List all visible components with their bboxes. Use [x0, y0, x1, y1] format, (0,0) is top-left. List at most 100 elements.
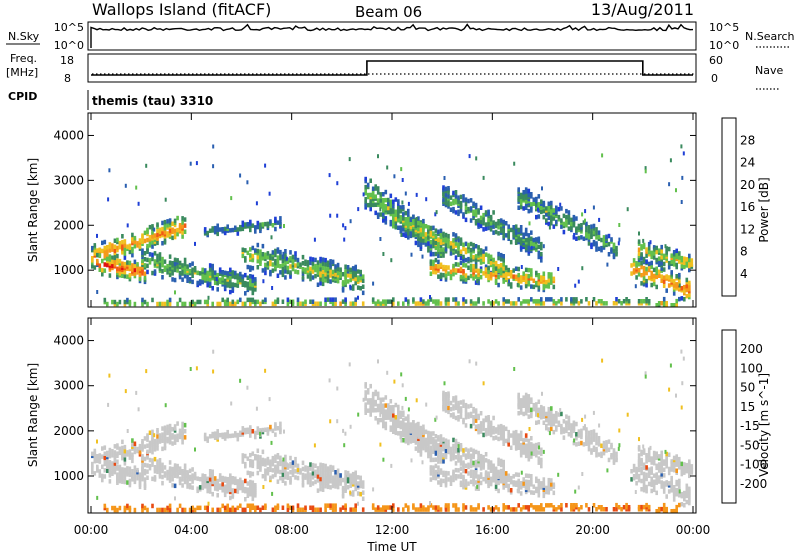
power-cell	[432, 259, 435, 265]
power-cell	[128, 260, 132, 266]
power-cell	[254, 277, 257, 282]
power-cell	[255, 201, 258, 206]
velocity-cell	[369, 383, 372, 389]
power-cell	[397, 218, 400, 223]
power-cell	[662, 261, 666, 267]
velocity-cell	[143, 444, 147, 449]
power-cell	[211, 263, 214, 269]
power-cell	[379, 207, 382, 212]
velocity-cell	[479, 411, 483, 416]
power-cell	[509, 227, 513, 233]
power-cell	[397, 214, 400, 219]
power-cell	[207, 295, 210, 300]
velocity-cell	[324, 484, 327, 489]
velocity-cell	[146, 507, 149, 513]
power-cell	[459, 274, 463, 280]
velocity-cell	[432, 471, 435, 476]
velocity-cell	[482, 432, 485, 438]
power-cell	[281, 262, 285, 267]
power-cell	[201, 279, 204, 285]
power-cell	[376, 190, 380, 195]
velocity-cell	[106, 507, 109, 513]
power-cell	[541, 186, 543, 191]
power-cell	[279, 249, 282, 255]
power-cell	[146, 263, 149, 269]
power-cell	[316, 264, 320, 269]
power-cell	[384, 299, 388, 304]
velocity-cell	[454, 395, 458, 400]
power-cell	[402, 223, 405, 228]
power-cell	[331, 259, 335, 265]
power-cell	[484, 246, 488, 251]
velocity-cell	[447, 503, 450, 508]
power-cell	[364, 184, 367, 190]
velocity-cell	[667, 481, 671, 486]
velocity-cell	[284, 475, 287, 480]
power-cell	[437, 259, 440, 265]
velocity-cell	[264, 476, 267, 482]
velocity-cell	[146, 455, 149, 460]
power-cell	[507, 267, 510, 273]
power-cell	[625, 297, 628, 302]
power-cell	[281, 258, 285, 263]
power-cell	[106, 301, 109, 307]
power-cell	[540, 245, 543, 251]
power-cell	[565, 297, 568, 302]
velocity-cell	[454, 455, 458, 460]
velocity-cell	[221, 503, 224, 509]
power-cell	[464, 277, 468, 282]
velocity-cell	[291, 460, 295, 465]
velocity-cell	[113, 505, 117, 511]
velocity-cell	[577, 441, 581, 446]
velocity-cell	[96, 464, 99, 470]
velocity-cell	[657, 454, 661, 459]
velocity-cell	[447, 507, 450, 512]
velocity-cell	[454, 403, 458, 408]
power-cell	[126, 260, 129, 265]
power-cell	[527, 267, 531, 273]
power-cell	[324, 268, 327, 273]
velocity-cell	[507, 429, 510, 435]
velocity-cell	[379, 409, 383, 415]
power-cell	[168, 254, 172, 259]
velocity-cell	[474, 449, 478, 455]
power-cell	[542, 301, 546, 306]
power-cell	[141, 265, 144, 270]
power-cell	[407, 299, 410, 304]
power-cell	[133, 259, 137, 265]
velocity-cell	[449, 475, 453, 480]
velocity-cell	[620, 507, 623, 512]
velocity-cell	[527, 438, 531, 444]
power-cell	[213, 225, 217, 231]
power-cell	[680, 200, 683, 204]
power-cell	[188, 262, 192, 268]
power-cell	[524, 195, 528, 200]
velocity-cell	[550, 478, 553, 483]
power-cell	[239, 173, 242, 178]
velocity-cell	[186, 480, 189, 485]
power-cell	[249, 247, 252, 252]
power-cell	[482, 212, 485, 218]
velocity-cell	[397, 419, 400, 424]
velocity-cell	[331, 503, 335, 508]
power-cell	[361, 290, 365, 296]
power-cell	[392, 297, 395, 302]
velocity-cell	[329, 475, 332, 480]
power-cell	[306, 266, 310, 271]
velocity-cell	[351, 507, 355, 512]
power-cell	[389, 207, 393, 213]
velocity-cell	[527, 446, 531, 452]
velocity-cell	[509, 479, 513, 485]
power-cell	[289, 256, 292, 261]
velocity-cell	[339, 473, 342, 478]
velocity-cell	[472, 460, 475, 466]
power-cell	[254, 229, 257, 234]
power-cell	[364, 197, 367, 202]
velocity-cell	[550, 414, 553, 419]
power-cell	[362, 192, 365, 197]
velocity-cell	[477, 503, 480, 508]
power-cell	[254, 248, 257, 253]
power-cell	[229, 267, 232, 273]
power-cell	[615, 250, 618, 255]
velocity-cell	[502, 459, 505, 465]
